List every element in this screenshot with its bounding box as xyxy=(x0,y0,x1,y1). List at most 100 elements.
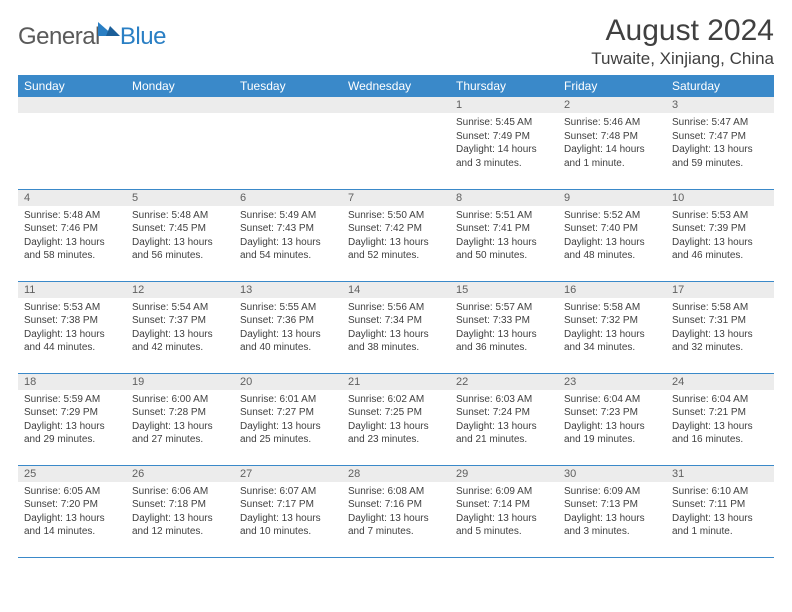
daylight-text: Daylight: 13 hours and 27 minutes. xyxy=(132,420,228,447)
sunrise-text: Sunrise: 5:49 AM xyxy=(240,209,336,223)
daylight-text: Daylight: 13 hours and 59 minutes. xyxy=(672,143,768,170)
calendar-day-cell: 20Sunrise: 6:01 AMSunset: 7:27 PMDayligh… xyxy=(234,373,342,465)
calendar-week-row: 11Sunrise: 5:53 AMSunset: 7:38 PMDayligh… xyxy=(18,281,774,373)
day-number: 5 xyxy=(126,190,234,206)
calendar-page: General Blue August 2024 Tuwaite, Xinjia… xyxy=(0,0,792,612)
sunrise-text: Sunrise: 5:48 AM xyxy=(24,209,120,223)
day-number: 3 xyxy=(666,97,774,113)
day-number: 22 xyxy=(450,374,558,390)
day-number xyxy=(342,97,450,113)
sunset-text: Sunset: 7:21 PM xyxy=(672,406,768,420)
calendar-day-cell: 4Sunrise: 5:48 AMSunset: 7:46 PMDaylight… xyxy=(18,189,126,281)
calendar-day-cell: 1Sunrise: 5:45 AMSunset: 7:49 PMDaylight… xyxy=(450,97,558,189)
calendar-day-cell: 5Sunrise: 5:48 AMSunset: 7:45 PMDaylight… xyxy=(126,189,234,281)
daylight-text: Daylight: 13 hours and 1 minute. xyxy=(672,512,768,539)
calendar-day-cell: 28Sunrise: 6:08 AMSunset: 7:16 PMDayligh… xyxy=(342,465,450,557)
day-number: 16 xyxy=(558,282,666,298)
sunrise-text: Sunrise: 5:52 AM xyxy=(564,209,660,223)
title-block: August 2024 Tuwaite, Xinjiang, China xyxy=(591,14,774,69)
calendar-day-cell: 8Sunrise: 5:51 AMSunset: 7:41 PMDaylight… xyxy=(450,189,558,281)
calendar-day-cell: 6Sunrise: 5:49 AMSunset: 7:43 PMDaylight… xyxy=(234,189,342,281)
daylight-text: Daylight: 13 hours and 48 minutes. xyxy=(564,236,660,263)
calendar-day-cell: 11Sunrise: 5:53 AMSunset: 7:38 PMDayligh… xyxy=(18,281,126,373)
sunset-text: Sunset: 7:28 PM xyxy=(132,406,228,420)
day-info: Sunrise: 6:04 AMSunset: 7:23 PMDaylight:… xyxy=(558,390,666,451)
daylight-text: Daylight: 13 hours and 42 minutes. xyxy=(132,328,228,355)
daylight-text: Daylight: 13 hours and 14 minutes. xyxy=(24,512,120,539)
day-info: Sunrise: 5:49 AMSunset: 7:43 PMDaylight:… xyxy=(234,206,342,267)
sunset-text: Sunset: 7:32 PM xyxy=(564,314,660,328)
sunrise-text: Sunrise: 5:47 AM xyxy=(672,116,768,130)
daylight-text: Daylight: 13 hours and 58 minutes. xyxy=(24,236,120,263)
calendar-day-cell: 29 Sunrise: 6:09 AMSunset: 7:14 PMDayligh… xyxy=(450,465,558,557)
day-number: 1 xyxy=(450,97,558,113)
brand-triangle-icon xyxy=(98,20,120,41)
calendar-day-cell: 7Sunrise: 5:50 AMSunset: 7:42 PMDaylight… xyxy=(342,189,450,281)
calendar-week-row: 25Sunrise: 6:05 AMSunset: 7:20 PMDayligh… xyxy=(18,465,774,557)
daylight-text: Daylight: 13 hours and 50 minutes. xyxy=(456,236,552,263)
day-number: 20 xyxy=(234,374,342,390)
weekday-header: Thursday xyxy=(450,75,558,97)
day-number: 2 xyxy=(558,97,666,113)
day-number: 29 xyxy=(450,466,558,482)
daylight-text: Daylight: 13 hours and 25 minutes. xyxy=(240,420,336,447)
day-number: 31 xyxy=(666,466,774,482)
sunset-text: Sunset: 7:20 PM xyxy=(24,498,120,512)
calendar-day-cell: 13Sunrise: 5:55 AMSunset: 7:36 PMDayligh… xyxy=(234,281,342,373)
calendar-week-row: 1Sunrise: 5:45 AMSunset: 7:49 PMDaylight… xyxy=(18,97,774,189)
day-info: Sunrise: 6:09 AMSunset: 7:13 PMDaylight:… xyxy=(558,482,666,543)
sunrise-text: Sunrise: 6:04 AM xyxy=(672,393,768,407)
sunset-text: Sunset: 7:13 PM xyxy=(564,498,660,512)
sunset-text: Sunset: 7:49 PM xyxy=(456,130,552,144)
sunset-text: Sunset: 7:34 PM xyxy=(348,314,444,328)
day-number: 11 xyxy=(18,282,126,298)
calendar-day-cell: 24Sunrise: 6:04 AMSunset: 7:21 PMDayligh… xyxy=(666,373,774,465)
daylight-text: Daylight: 13 hours and 21 minutes. xyxy=(456,420,552,447)
weekday-header-row: Sunday Monday Tuesday Wednesday Thursday… xyxy=(18,75,774,97)
daylight-text: Daylight: 13 hours and 5 minutes. xyxy=(456,512,552,539)
sunset-text: Sunset: 7:48 PM xyxy=(564,130,660,144)
sunset-text: Sunset: 7:36 PM xyxy=(240,314,336,328)
sunset-text: Sunset: 7:37 PM xyxy=(132,314,228,328)
sunrise-text: Sunrise: 6:00 AM xyxy=(132,393,228,407)
calendar-day-cell xyxy=(126,97,234,189)
day-info: Sunrise: 5:56 AMSunset: 7:34 PMDaylight:… xyxy=(342,298,450,359)
calendar-day-cell: 27Sunrise: 6:07 AMSunset: 7:17 PMDayligh… xyxy=(234,465,342,557)
sunset-text: Sunset: 7:38 PM xyxy=(24,314,120,328)
sunrise-text: Sunrise: 6:07 AM xyxy=(240,485,336,499)
daylight-text: Daylight: 13 hours and 40 minutes. xyxy=(240,328,336,355)
day-number: 9 xyxy=(558,190,666,206)
calendar-day-cell: 25Sunrise: 6:05 AMSunset: 7:20 PMDayligh… xyxy=(18,465,126,557)
daylight-text: Daylight: 14 hours and 1 minute. xyxy=(564,143,660,170)
day-info: Sunrise: 5:53 AMSunset: 7:38 PMDaylight:… xyxy=(18,298,126,359)
calendar-day-cell: 17Sunrise: 5:58 AMSunset: 7:31 PMDayligh… xyxy=(666,281,774,373)
day-number: 12 xyxy=(126,282,234,298)
sunset-text: Sunset: 7:24 PM xyxy=(456,406,552,420)
sunset-text: Sunset: 7:39 PM xyxy=(672,222,768,236)
day-info: Sunrise: 5:51 AMSunset: 7:41 PMDaylight:… xyxy=(450,206,558,267)
daylight-text: Daylight: 13 hours and 19 minutes. xyxy=(564,420,660,447)
day-info: Sunrise: 5:46 AMSunset: 7:48 PMDaylight:… xyxy=(558,113,666,174)
daylight-text: Daylight: 13 hours and 34 minutes. xyxy=(564,328,660,355)
sunrise-text: Sunrise: 5:53 AM xyxy=(672,209,768,223)
day-number: 24 xyxy=(666,374,774,390)
sunrise-text: Sunrise: 5:51 AM xyxy=(456,209,552,223)
day-info: Sunrise: 5:53 AMSunset: 7:39 PMDaylight:… xyxy=(666,206,774,267)
daylight-text: Daylight: 13 hours and 36 minutes. xyxy=(456,328,552,355)
sunrise-text: Sunrise: 6:09 AM xyxy=(564,485,660,499)
sunrise-text: Sunrise: 5:48 AM xyxy=(132,209,228,223)
sunset-text: Sunset: 7:16 PM xyxy=(348,498,444,512)
sunset-text: Sunset: 7:14 PM xyxy=(456,498,552,512)
sunset-text: Sunset: 7:33 PM xyxy=(456,314,552,328)
sunrise-text: Sunrise: 6:03 AM xyxy=(456,393,552,407)
day-number: 7 xyxy=(342,190,450,206)
sunrise-text: Sunrise: 6:09 AM xyxy=(456,485,552,499)
day-info: Sunrise: 6:05 AMSunset: 7:20 PMDaylight:… xyxy=(18,482,126,543)
day-info: Sunrise: 5:50 AMSunset: 7:42 PMDaylight:… xyxy=(342,206,450,267)
day-number: 19 xyxy=(126,374,234,390)
calendar-day-cell: 23Sunrise: 6:04 AMSunset: 7:23 PMDayligh… xyxy=(558,373,666,465)
daylight-text: Daylight: 13 hours and 38 minutes. xyxy=(348,328,444,355)
day-info: Sunrise: 5:48 AMSunset: 7:46 PMDaylight:… xyxy=(18,206,126,267)
calendar-day-cell: 19 Sunrise: 6:00 AMSunset: 7:28 PMDayligh… xyxy=(126,373,234,465)
calendar-day-cell: 30Sunrise: 6:09 AMSunset: 7:13 PMDayligh… xyxy=(558,465,666,557)
